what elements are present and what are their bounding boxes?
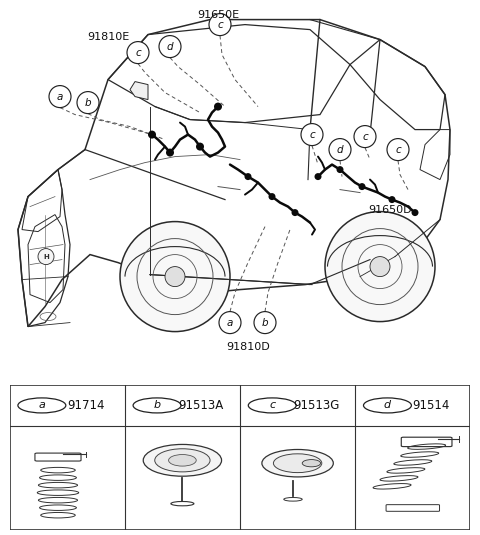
Text: 91650D: 91650D <box>368 204 412 215</box>
Circle shape <box>314 173 322 180</box>
Ellipse shape <box>155 449 210 472</box>
Circle shape <box>49 86 71 108</box>
Circle shape <box>120 221 230 332</box>
Text: 91513A: 91513A <box>178 399 224 412</box>
Text: 91514: 91514 <box>412 399 450 412</box>
Circle shape <box>354 126 376 148</box>
Circle shape <box>77 91 99 113</box>
Circle shape <box>148 131 156 139</box>
Circle shape <box>133 398 181 413</box>
Circle shape <box>291 209 299 216</box>
Circle shape <box>411 209 419 216</box>
Text: 91650E: 91650E <box>197 10 239 20</box>
Text: c: c <box>362 132 368 142</box>
Circle shape <box>159 36 181 58</box>
Text: H: H <box>43 254 49 259</box>
Text: b: b <box>262 318 268 327</box>
Text: d: d <box>384 400 391 410</box>
Ellipse shape <box>262 449 333 477</box>
Ellipse shape <box>274 454 322 472</box>
Ellipse shape <box>302 460 321 467</box>
Circle shape <box>268 193 276 200</box>
Circle shape <box>370 257 390 277</box>
Circle shape <box>301 124 323 146</box>
Text: c: c <box>217 20 223 29</box>
Text: 91810D: 91810D <box>226 341 270 351</box>
Circle shape <box>336 166 344 173</box>
Text: 91810E: 91810E <box>87 32 129 42</box>
Circle shape <box>127 42 149 64</box>
Circle shape <box>165 266 185 287</box>
Text: c: c <box>395 144 401 155</box>
Circle shape <box>363 398 411 413</box>
Text: a: a <box>57 91 63 102</box>
Text: b: b <box>154 400 161 410</box>
Circle shape <box>214 103 222 111</box>
Text: c: c <box>309 129 315 140</box>
Text: c: c <box>269 400 276 410</box>
Circle shape <box>209 13 231 36</box>
Text: d: d <box>167 42 173 51</box>
Circle shape <box>388 196 396 203</box>
Text: d: d <box>336 144 343 155</box>
Circle shape <box>248 398 296 413</box>
Circle shape <box>359 183 365 190</box>
Ellipse shape <box>143 445 222 476</box>
Text: a: a <box>38 400 45 410</box>
Ellipse shape <box>168 455 196 466</box>
Circle shape <box>254 311 276 334</box>
Text: c: c <box>135 48 141 58</box>
Text: b: b <box>84 97 91 108</box>
Circle shape <box>387 139 409 160</box>
Circle shape <box>18 398 66 413</box>
Text: 91714: 91714 <box>67 399 104 412</box>
Text: a: a <box>227 318 233 327</box>
Circle shape <box>329 139 351 160</box>
Circle shape <box>166 149 174 157</box>
Circle shape <box>244 173 252 180</box>
Circle shape <box>196 143 204 150</box>
Circle shape <box>38 249 54 265</box>
Text: 91513G: 91513G <box>293 399 339 412</box>
Circle shape <box>219 311 241 334</box>
Circle shape <box>325 211 435 322</box>
Polygon shape <box>130 81 148 100</box>
